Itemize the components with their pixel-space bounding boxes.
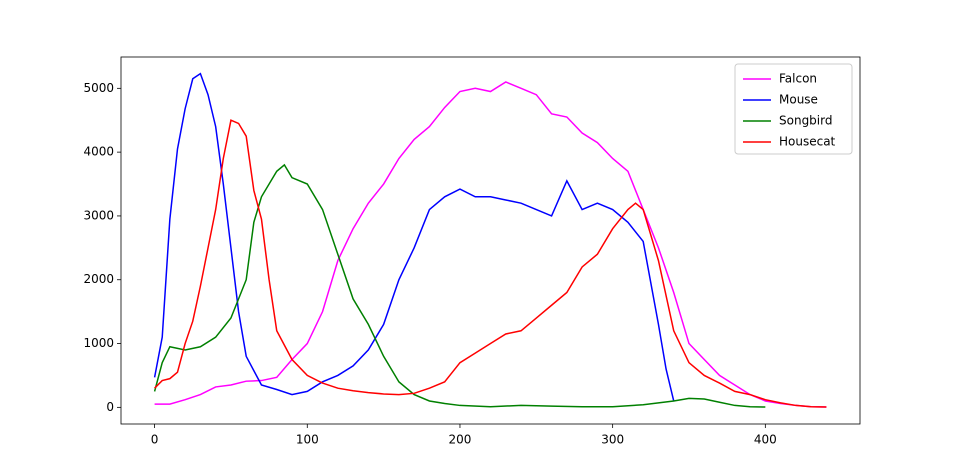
legend-label: Housecat [779, 135, 836, 149]
x-tick-label: 200 [449, 433, 472, 447]
x-tick-label: 400 [754, 433, 777, 447]
legend-box [734, 63, 853, 155]
series-line [154, 119, 827, 408]
legend: Falcon Mouse Songbird Housecat [734, 63, 853, 155]
y-tick-label: 0 [106, 400, 114, 414]
series-line [153, 72, 675, 402]
series-line [153, 163, 766, 408]
y-tick-label: 1000 [83, 336, 114, 350]
y-tick-label: 5000 [83, 81, 114, 95]
legend-label: Mouse [779, 93, 818, 107]
series-line [154, 81, 827, 408]
x-tick-label: 300 [601, 433, 624, 447]
x-tick-label: 0 [151, 433, 159, 447]
x-tick-label: 100 [296, 433, 319, 447]
y-tick-label: 2000 [83, 272, 114, 286]
legend-label: Songbird [779, 114, 832, 128]
legend-label: Falcon [779, 72, 817, 86]
y-tick-label: 4000 [83, 145, 114, 159]
plot-frame [120, 56, 861, 425]
y-tick-label: 3000 [83, 208, 114, 222]
